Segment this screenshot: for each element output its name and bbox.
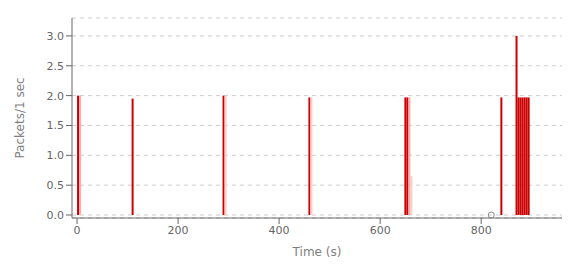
svg-text:Time (s): Time (s) xyxy=(292,245,342,259)
svg-text:0: 0 xyxy=(74,224,81,237)
svg-text:800: 800 xyxy=(471,224,492,237)
svg-text:2.0: 2.0 xyxy=(47,90,65,103)
svg-text:600: 600 xyxy=(370,224,391,237)
svg-text:1.5: 1.5 xyxy=(47,119,65,132)
svg-text:0.5: 0.5 xyxy=(47,179,65,192)
svg-text:1.0: 1.0 xyxy=(47,149,65,162)
svg-text:400: 400 xyxy=(269,224,290,237)
svg-text:2.5: 2.5 xyxy=(47,60,65,73)
svg-text:0.0: 0.0 xyxy=(47,209,65,222)
svg-text:Packets/1 sec: Packets/1 sec xyxy=(13,77,27,158)
svg-text:200: 200 xyxy=(168,224,189,237)
svg-text:3.0: 3.0 xyxy=(47,30,65,43)
